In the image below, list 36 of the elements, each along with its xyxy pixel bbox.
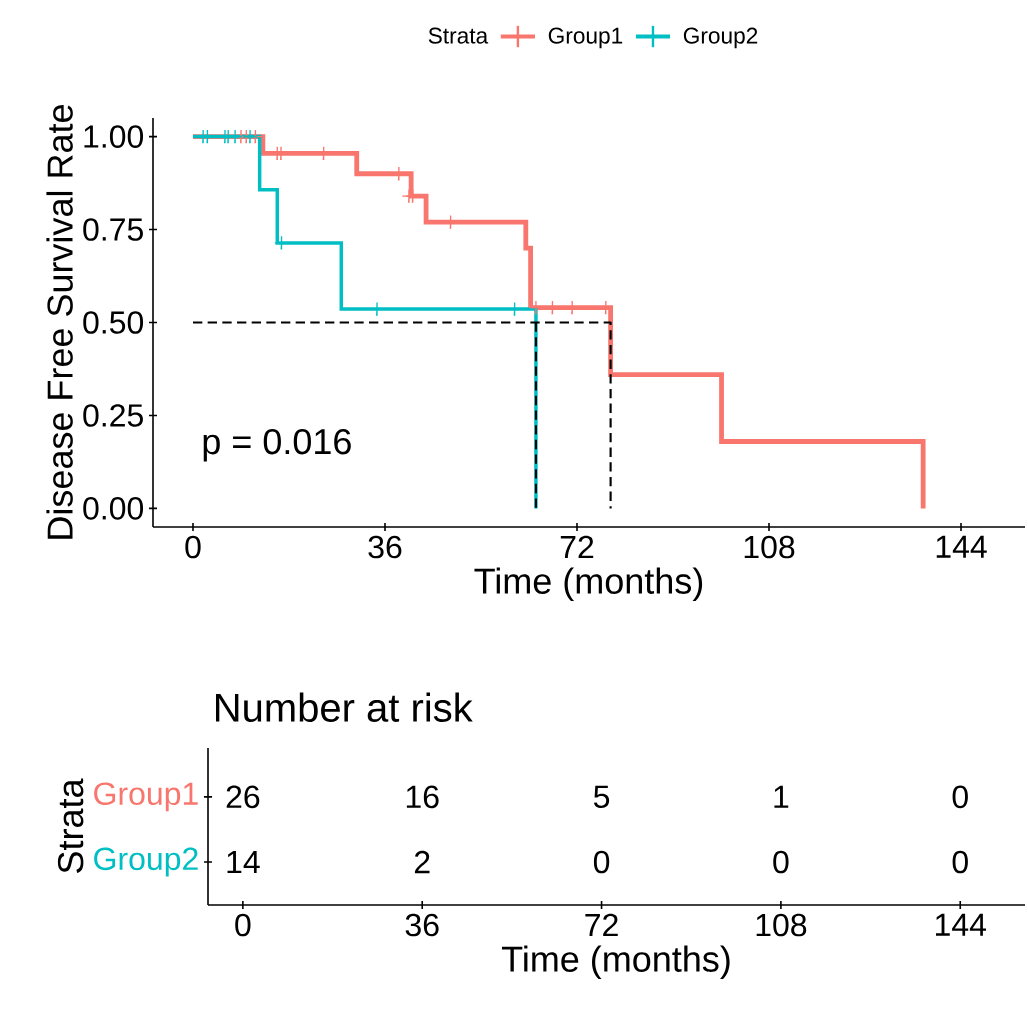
x-axis-title: Time (months) [501,945,730,980]
y-tick-label: Group2 [94,847,198,877]
chart-title: Number at risk [216,692,473,722]
legend-title: Strata [428,27,489,44]
x-tick-label: 72 [560,535,594,559]
data-label: 0 [952,785,968,809]
data-label: 5 [593,785,610,809]
x-tick-label: 108 [756,913,807,937]
x-axis-title: Time (months) [474,567,703,602]
legend-label: Group1 [548,27,623,49]
y-tick-label: 0.25 [83,404,143,427]
x-tick-label: 36 [405,913,439,937]
legend-label: Group2 [683,27,758,49]
data-label: 14 [227,850,260,874]
y-tick-label: 0.75 [83,218,143,241]
x-tick-label: 36 [368,535,402,559]
data-label: 1 [774,785,789,808]
data-label: 0 [593,850,610,874]
data-label: 0 [773,850,789,874]
annotation: p = 0.016 [203,428,351,462]
data-label: 0 [952,850,968,874]
data-label: 16 [406,785,439,809]
y-axis-title: Disease Free Survival Rate [46,105,73,539]
x-tick-label: 108 [744,535,795,559]
x-tick-label: 144 [936,913,986,936]
y-tick-label: 1.00 [84,125,144,148]
x-tick-label: 72 [585,913,618,937]
y-axis-title: Strata [57,778,84,873]
y-tick-label: Group1 [94,782,198,812]
data-label: 2 [414,850,430,874]
y-tick-label: 0.00 [83,497,144,520]
y-tick-label: 0.50 [83,311,144,334]
x-tick-label: 0 [235,913,251,937]
data-label: 26 [226,785,260,809]
x-tick-label: 144 [936,535,987,558]
x-tick-label: 0 [185,535,201,559]
